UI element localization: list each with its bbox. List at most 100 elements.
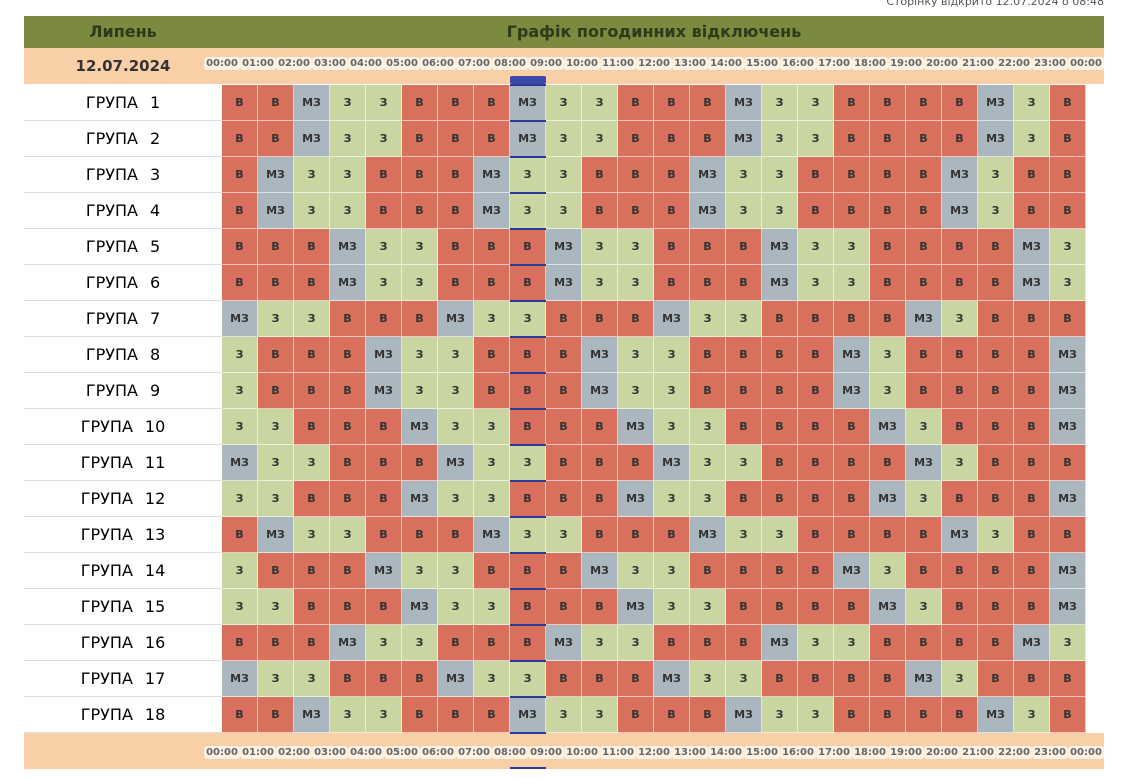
- current-hour-line: [510, 444, 546, 446]
- header-bar: [24, 16, 1104, 48]
- cell: В: [510, 337, 546, 373]
- cell: З: [690, 589, 726, 625]
- cell: В: [870, 121, 906, 157]
- cell: З: [438, 373, 474, 409]
- group-number: 6: [149, 273, 161, 292]
- cell: З: [330, 85, 366, 121]
- time-row: [24, 48, 1104, 84]
- cell: В: [870, 661, 906, 697]
- group-word: ГРУПА: [80, 525, 133, 544]
- current-hour-line: [510, 336, 546, 338]
- time-label: 22:00: [996, 746, 1032, 759]
- cell: В: [1050, 157, 1086, 193]
- cell: МЗ: [870, 589, 906, 625]
- cell: МЗ: [762, 625, 798, 661]
- time-label: 13:00: [672, 746, 708, 759]
- cell: З: [222, 589, 258, 625]
- group-number: 7: [149, 309, 161, 328]
- time-label: 03:00: [312, 746, 348, 759]
- cell: В: [834, 85, 870, 121]
- group-number: 10: [144, 417, 166, 436]
- cell: МЗ: [834, 373, 870, 409]
- cell: МЗ: [906, 445, 942, 481]
- group-word: ГРУПА: [85, 309, 138, 328]
- cell: З: [582, 85, 618, 121]
- cell: З: [582, 697, 618, 733]
- cell: МЗ: [366, 553, 402, 589]
- cell: В: [834, 517, 870, 553]
- cell: В: [978, 661, 1014, 697]
- cell: З: [798, 265, 834, 301]
- cell: МЗ: [726, 121, 762, 157]
- time-label: 18:00: [852, 746, 888, 759]
- cell: МЗ: [546, 625, 582, 661]
- cell: МЗ: [1014, 265, 1050, 301]
- cell: В: [222, 193, 258, 229]
- time-label: 16:00: [780, 57, 816, 70]
- cell: З: [906, 589, 942, 625]
- cell: МЗ: [762, 265, 798, 301]
- cell: З: [294, 301, 330, 337]
- cell: З: [690, 409, 726, 445]
- cell: З: [474, 661, 510, 697]
- cell: МЗ: [258, 193, 294, 229]
- cell: В: [1050, 445, 1086, 481]
- cell: З: [726, 301, 762, 337]
- cell: В: [474, 337, 510, 373]
- cell: В: [834, 697, 870, 733]
- cell: В: [906, 85, 942, 121]
- cell: В: [798, 373, 834, 409]
- cell: В: [366, 445, 402, 481]
- cell: З: [546, 697, 582, 733]
- cell: В: [942, 85, 978, 121]
- cell: В: [510, 229, 546, 265]
- cell: З: [762, 85, 798, 121]
- cell: В: [978, 373, 1014, 409]
- cell: З: [726, 517, 762, 553]
- group-label: ГРУПА 7: [24, 301, 222, 337]
- cell: МЗ: [510, 121, 546, 157]
- cell: В: [258, 85, 294, 121]
- cell: З: [942, 661, 978, 697]
- cell: В: [906, 553, 942, 589]
- cell: З: [474, 481, 510, 517]
- cell: З: [618, 373, 654, 409]
- group-number: 8: [149, 345, 161, 364]
- cell: В: [762, 301, 798, 337]
- current-hour-line: [510, 300, 546, 302]
- cell: З: [1050, 265, 1086, 301]
- cell: З: [222, 481, 258, 517]
- cell: В: [690, 265, 726, 301]
- cell: В: [402, 85, 438, 121]
- cell: В: [222, 121, 258, 157]
- cell: В: [402, 697, 438, 733]
- group-label: ГРУПА 17: [24, 661, 222, 697]
- cell: В: [906, 229, 942, 265]
- cell: В: [294, 625, 330, 661]
- cell: З: [222, 373, 258, 409]
- cell: В: [366, 409, 402, 445]
- cell: З: [294, 193, 330, 229]
- cell: В: [654, 157, 690, 193]
- cell: В: [366, 481, 402, 517]
- cell: З: [366, 121, 402, 157]
- cell: В: [798, 481, 834, 517]
- cell: В: [330, 661, 366, 697]
- cell: В: [402, 157, 438, 193]
- cell: В: [222, 265, 258, 301]
- cell: В: [978, 625, 1014, 661]
- cell: МЗ: [438, 445, 474, 481]
- cell: В: [978, 301, 1014, 337]
- group-word: ГРУПА: [85, 201, 138, 220]
- group-word: ГРУПА: [80, 453, 133, 472]
- cell: В: [618, 193, 654, 229]
- cell: В: [474, 229, 510, 265]
- cell: В: [402, 301, 438, 337]
- cell: З: [1014, 121, 1050, 157]
- time-label: 03:00: [312, 57, 348, 70]
- cell: В: [690, 697, 726, 733]
- cell: В: [834, 409, 870, 445]
- cell: З: [546, 157, 582, 193]
- time-label: 02:00: [276, 57, 312, 70]
- group-word: ГРУПА: [85, 237, 138, 256]
